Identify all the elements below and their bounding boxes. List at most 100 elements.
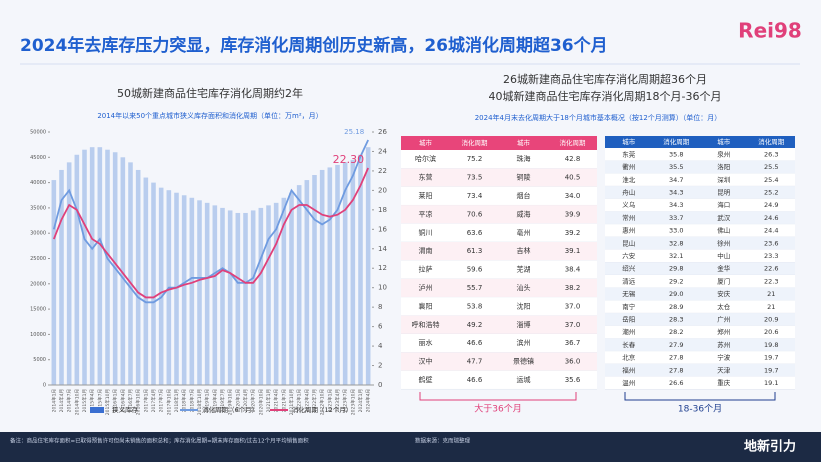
- table-cell: 徐州: [717, 238, 730, 247]
- table-cell: 25.4: [764, 176, 778, 184]
- table-cell: 34.3: [669, 201, 683, 209]
- table-row-bg: [605, 249, 795, 263]
- bar: [89, 147, 95, 385]
- table-cell: 37.0: [565, 302, 581, 310]
- table-cell: 中山: [717, 251, 730, 260]
- table-cell: 34.3: [669, 188, 683, 196]
- x-tick-label: 2016年7月: [127, 389, 134, 412]
- table-cell: 27.8: [669, 354, 683, 362]
- bar: [174, 192, 179, 385]
- x-tick-label: 2020年4月: [242, 389, 249, 412]
- table-row-bg: [605, 186, 795, 199]
- table-row-bg: [605, 160, 795, 174]
- y2-tick-label: 8: [378, 303, 382, 311]
- table-cell: 32.1: [669, 252, 683, 260]
- bracket: [419, 392, 577, 401]
- table-cell: 襄阳: [419, 301, 433, 310]
- x-tick-label: 2017年10月: [165, 389, 172, 415]
- table-row-bg: [605, 363, 795, 377]
- table-cell: 28.2: [669, 328, 683, 336]
- table-cell: 34.0: [565, 192, 581, 200]
- table-header-bg: [401, 136, 597, 150]
- table-row-bg: [401, 223, 597, 242]
- table-cell: 运城: [517, 376, 531, 384]
- y-tick-label: 25000: [30, 256, 46, 262]
- brand: 地新引力: [744, 439, 796, 455]
- y-tick-label: 5000: [33, 357, 46, 363]
- bar: [327, 167, 333, 385]
- x-tick-label: 2016年4月: [119, 389, 126, 412]
- bar: [335, 164, 340, 385]
- bar: [189, 197, 195, 385]
- table-cell: 26.3: [764, 150, 778, 158]
- y2-tick-label: 16: [378, 225, 387, 233]
- bracket: [624, 392, 776, 401]
- table-cell: 汕头: [517, 283, 531, 292]
- legend-swatch: [90, 407, 104, 413]
- table-cell: 24.4: [764, 227, 778, 235]
- table-cell: 73.4: [467, 192, 483, 200]
- value-label: 25.18: [344, 128, 364, 136]
- table-cell: 32.8: [669, 239, 683, 247]
- table-cell: 34.7: [669, 176, 683, 184]
- table-cell: 46.6: [467, 376, 483, 384]
- table-cell: 莱阳: [419, 191, 433, 200]
- table-cell: 无锡: [622, 289, 636, 298]
- table-cell: 35.5: [669, 163, 683, 171]
- x-tick-label: 2018年1月: [173, 389, 180, 412]
- table-cell: 深圳: [717, 175, 730, 184]
- line: [52, 167, 369, 299]
- bar: [258, 207, 264, 385]
- table-row-bg: [605, 275, 795, 288]
- bracket-label: 大于36个月: [474, 403, 521, 415]
- table-cell: 珠海: [517, 154, 531, 163]
- x-tick-label: 2022年1月: [296, 389, 303, 412]
- table-row-bg: [605, 262, 795, 275]
- y2-tick-label: 24: [378, 147, 387, 155]
- table-cell: 21: [767, 303, 775, 311]
- x-tick-label: 2023年4月: [334, 389, 341, 412]
- table-row-bg: [605, 287, 795, 301]
- table-row-bg: [401, 242, 597, 261]
- table-cell: 重庆: [717, 378, 731, 387]
- x-tick-label: 2020年10月: [257, 389, 264, 415]
- bar: [312, 175, 317, 385]
- y-tick-label: 15000: [30, 307, 46, 313]
- bar: [66, 162, 72, 385]
- x-tick-label: 2021年4月: [273, 389, 280, 412]
- table-cell: 37.0: [565, 321, 581, 329]
- table-cell: 38.4: [565, 266, 581, 274]
- table-cell: 39.1: [565, 247, 581, 255]
- table-cell: 北京: [622, 353, 636, 362]
- table-cell: 广州: [717, 314, 730, 323]
- table-cell: 景德镇: [513, 357, 534, 366]
- x-tick-label: 2021年7月: [280, 389, 287, 412]
- table-heading: 40城新建商品住宅库存消化周期18个月-36个月: [489, 89, 722, 103]
- x-tick-label: 2022年10月: [319, 389, 326, 415]
- table-cell: 昆明: [717, 188, 731, 196]
- table-cell: 汉中: [419, 357, 433, 366]
- bar: [250, 210, 256, 385]
- table-cell: 淮北: [622, 175, 636, 184]
- table-cell: 洛阳: [717, 162, 730, 171]
- table-cell: 昆山: [622, 238, 635, 247]
- legend-label: 狭义库存: [112, 405, 139, 414]
- bar: [212, 205, 218, 385]
- bar: [74, 154, 80, 385]
- x-tick-label: 2014年4月: [58, 389, 65, 412]
- bar: [128, 162, 133, 385]
- table-row-bg: [605, 325, 795, 339]
- x-tick-label: 2020年1月: [234, 389, 241, 412]
- table-cell: 义乌: [622, 200, 635, 209]
- table-cell: 宁波: [717, 353, 731, 362]
- table-cell: 20.6: [764, 328, 778, 336]
- table-cell: 武汉: [717, 213, 731, 222]
- bar: [358, 154, 363, 385]
- bar: [266, 205, 271, 385]
- table-row-bg: [401, 205, 597, 224]
- table-cell: 金华: [717, 264, 731, 273]
- y-tick-label: 20000: [30, 281, 46, 287]
- table-cell: 六安: [622, 251, 636, 260]
- table-cell: 38.2: [565, 284, 581, 292]
